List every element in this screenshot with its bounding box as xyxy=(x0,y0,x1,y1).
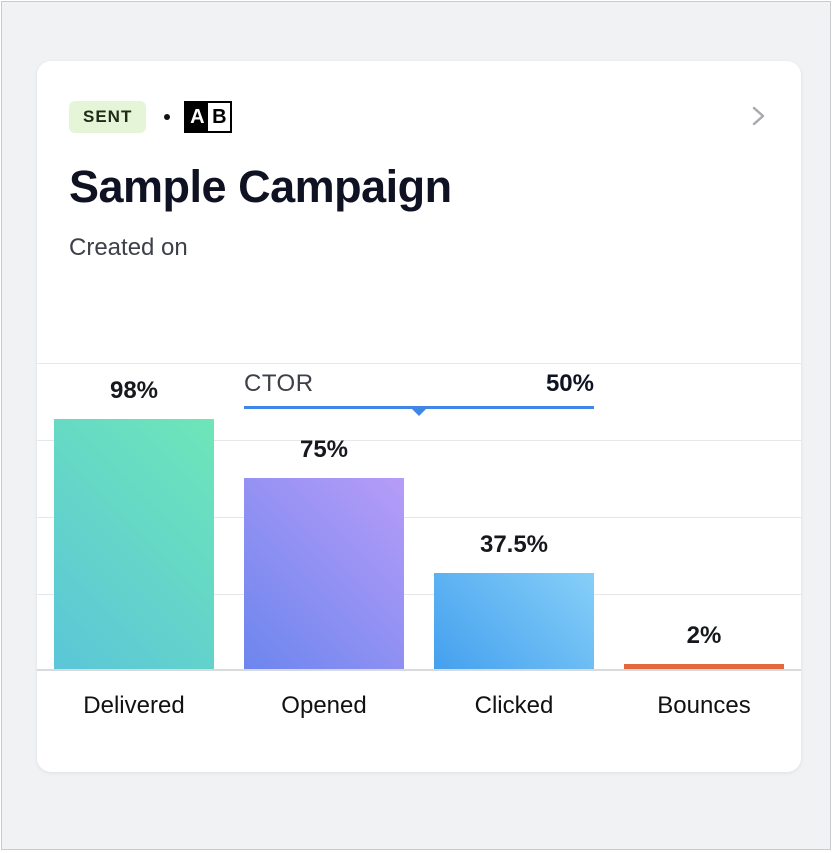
bar-value-label-delivered: 98% xyxy=(109,377,159,405)
ab-test-icon: A B xyxy=(184,101,233,133)
status-row: SENT A B xyxy=(69,101,233,133)
category-label-bounces: Bounces xyxy=(657,692,751,719)
ctor-pointer-icon xyxy=(411,408,427,416)
bar-bounces xyxy=(624,663,784,669)
category-label-opened: Opened xyxy=(281,692,367,719)
ab-icon-b: B xyxy=(208,103,231,131)
ab-icon-a: A xyxy=(186,103,209,131)
grid-line xyxy=(37,517,801,518)
bar-value-label-clicked: 37.5% xyxy=(479,531,549,559)
grid-line xyxy=(37,363,801,364)
grid-line xyxy=(37,594,801,595)
category-label-clicked: Clicked xyxy=(474,692,554,719)
chevron-right-icon[interactable] xyxy=(747,105,769,127)
status-badge: SENT xyxy=(69,101,147,133)
ctor-value: 50% xyxy=(545,370,594,397)
bar-delivered xyxy=(54,419,214,669)
ctor-label: CTOR xyxy=(244,370,314,397)
campaign-card[interactable]: SENT A B Sample Campaign Created on 98% D… xyxy=(37,61,801,772)
separator-dot xyxy=(164,114,171,120)
bar-value-label-bounces: 2% xyxy=(686,621,722,649)
bar-opened xyxy=(244,477,404,669)
bar-clicked xyxy=(434,573,594,669)
campaign-created-on: Created on xyxy=(69,234,188,261)
bar-value-label-opened: 75% xyxy=(299,435,349,463)
x-axis-line xyxy=(37,669,801,671)
ctor-bracket-line xyxy=(244,406,594,409)
category-label-delivered: Delivered xyxy=(83,692,185,719)
campaign-title: Sample Campaign xyxy=(69,161,452,212)
grid-line xyxy=(37,440,801,441)
